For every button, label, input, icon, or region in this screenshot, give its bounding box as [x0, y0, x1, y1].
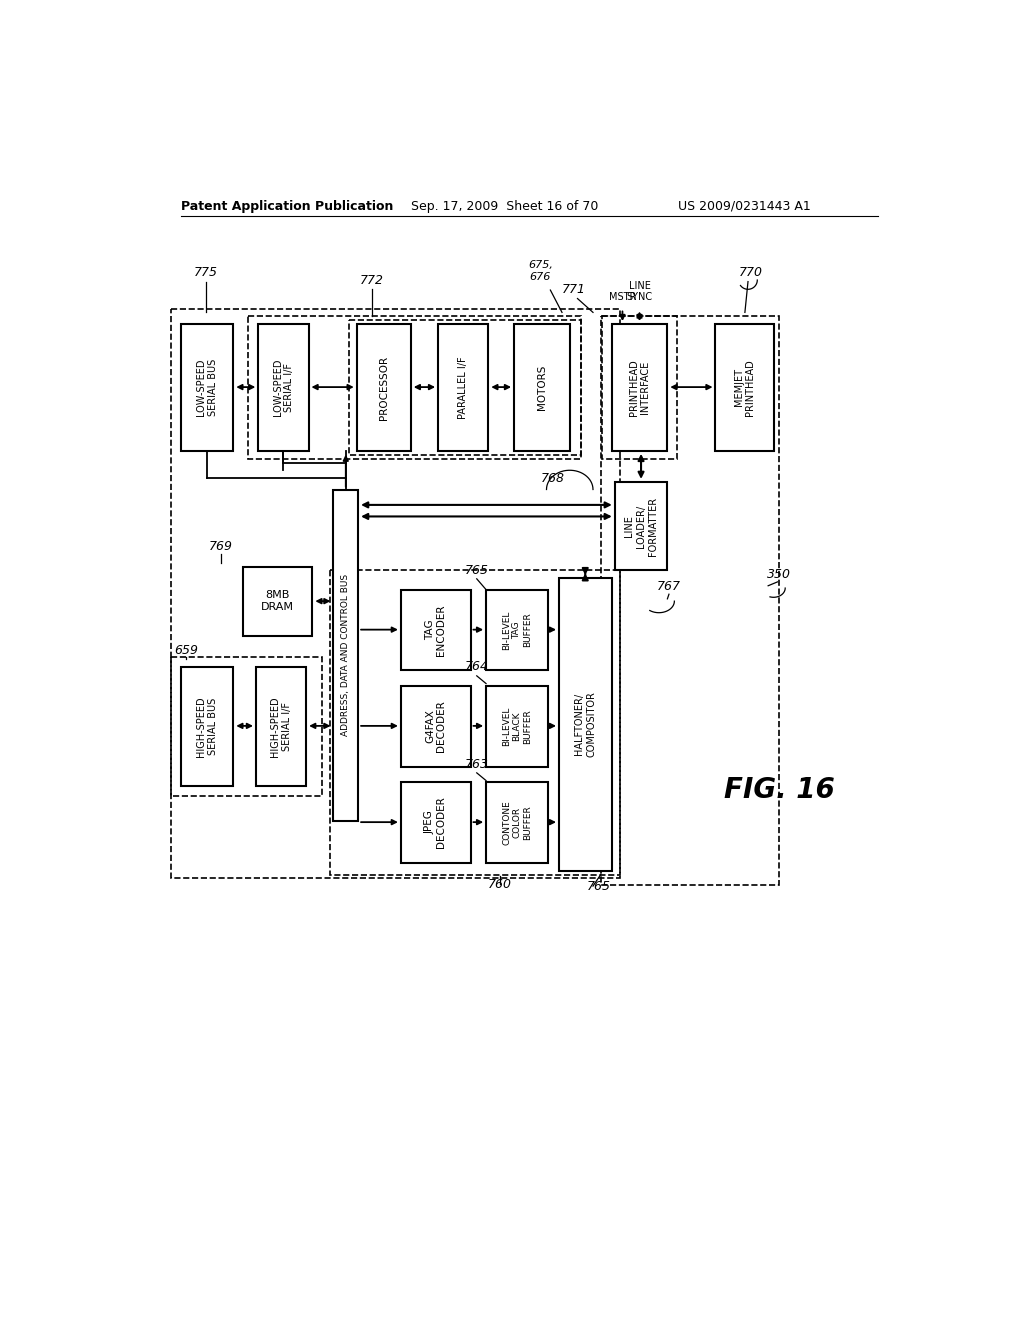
Text: JPEG
DECODER: JPEG DECODER [425, 797, 446, 849]
Text: PRINTHEAD
INTERFACE: PRINTHEAD INTERFACE [629, 359, 650, 416]
Bar [601, 317, 779, 884]
Bar [356, 323, 411, 451]
Text: 760: 760 [488, 878, 512, 891]
Text: MOTORS: MOTORS [537, 364, 547, 411]
Text: MEMJET
PRINTHEAD: MEMJET PRINTHEAD [734, 359, 756, 416]
Text: LINE
LOADER/
FORMATTER: LINE LOADER/ FORMATTER [625, 496, 657, 556]
Bar [400, 590, 471, 671]
Bar [248, 317, 582, 459]
Bar [486, 686, 548, 767]
Text: 772: 772 [360, 275, 384, 286]
Bar [180, 323, 233, 451]
Text: MSTR: MSTR [608, 293, 636, 302]
Bar [602, 317, 677, 459]
Text: HIGH-SPEED
SERIAL I/F: HIGH-SPEED SERIAL I/F [270, 696, 292, 756]
Bar [171, 657, 322, 796]
Text: TAG
ENCODER: TAG ENCODER [425, 605, 446, 656]
Bar [716, 323, 773, 451]
Text: G4FAX
DECODER: G4FAX DECODER [425, 701, 446, 752]
Text: 769: 769 [209, 540, 233, 553]
Text: LOW-SPEED
SERIAL I/F: LOW-SPEED SERIAL I/F [272, 359, 294, 416]
Text: PARALLEL I/F: PARALLEL I/F [458, 356, 468, 418]
Text: BI-LEVEL
BLACK
BUFFER: BI-LEVEL BLACK BUFFER [502, 706, 531, 746]
Text: FIG. 16: FIG. 16 [724, 776, 835, 804]
Text: LOW-SPEED
SERIAL BUS: LOW-SPEED SERIAL BUS [197, 359, 218, 416]
Text: 675,
676: 675, 676 [527, 260, 553, 281]
Text: 771: 771 [561, 284, 586, 296]
Text: 8MB
DRAM: 8MB DRAM [261, 590, 294, 612]
Text: Sep. 17, 2009  Sheet 16 of 70: Sep. 17, 2009 Sheet 16 of 70 [411, 199, 598, 213]
Bar [559, 578, 611, 871]
Bar [330, 570, 621, 874]
Text: HIGH-SPEED
SERIAL BUS: HIGH-SPEED SERIAL BUS [197, 696, 218, 756]
Bar [400, 686, 471, 767]
Text: HALFTONER/
COMPOSITOR: HALFTONER/ COMPOSITOR [574, 692, 596, 758]
Text: PROCESSOR: PROCESSOR [379, 355, 389, 420]
Bar [438, 323, 488, 451]
Bar [611, 323, 668, 451]
Bar [171, 309, 621, 878]
Bar [243, 566, 312, 636]
Text: BI-LEVEL
TAG
BUFFER: BI-LEVEL TAG BUFFER [502, 610, 531, 649]
Text: 764: 764 [465, 660, 488, 673]
Bar [614, 482, 668, 570]
Bar [514, 323, 569, 451]
Bar [256, 667, 306, 785]
Text: CONTONE
COLOR
BUFFER: CONTONE COLOR BUFFER [502, 800, 531, 845]
Text: 770: 770 [739, 267, 763, 280]
Bar [334, 490, 358, 821]
Text: LINE
SYNC: LINE SYNC [627, 281, 652, 302]
Text: 765: 765 [587, 880, 610, 892]
Bar [258, 323, 308, 451]
Bar [400, 781, 471, 863]
Bar [180, 667, 233, 785]
Text: US 2009/0231443 A1: US 2009/0231443 A1 [678, 199, 811, 213]
Text: 659: 659 [174, 644, 198, 656]
Bar [349, 321, 582, 455]
Bar [486, 590, 548, 671]
Text: 775: 775 [194, 267, 217, 280]
Text: ADDRESS, DATA AND CONTROL BUS: ADDRESS, DATA AND CONTROL BUS [341, 574, 350, 737]
Text: 765: 765 [465, 564, 488, 577]
Text: 767: 767 [657, 579, 681, 593]
Text: Patent Application Publication: Patent Application Publication [180, 199, 393, 213]
Text: 763: 763 [465, 758, 488, 771]
Text: 350: 350 [767, 568, 791, 581]
Bar [486, 781, 548, 863]
Text: 768: 768 [541, 471, 564, 484]
